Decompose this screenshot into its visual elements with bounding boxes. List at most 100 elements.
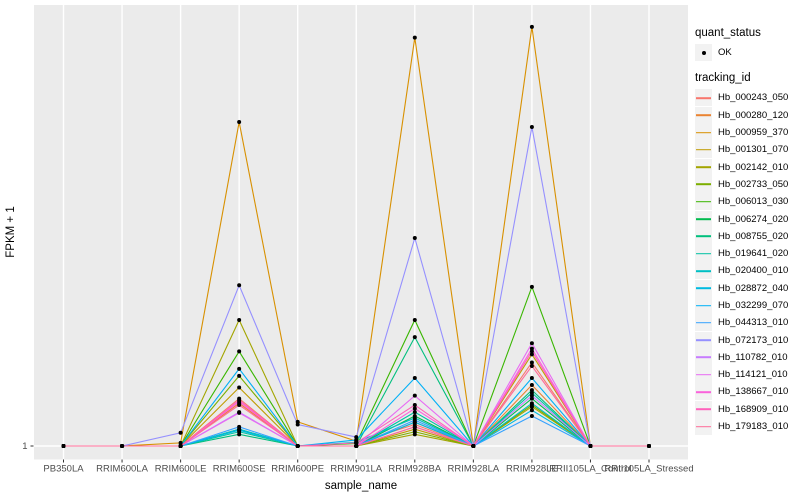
- legend-item-label: Hb_138667_010: [718, 386, 789, 398]
- line-swatch-icon: [696, 149, 711, 151]
- legend-item: Hb_179183_010: [695, 418, 799, 436]
- line-swatch-icon: [696, 166, 711, 168]
- point-marker-icon: [701, 50, 706, 55]
- legend-key-box: [695, 175, 712, 193]
- legend-key-box: [695, 314, 712, 332]
- legend-key-box: [695, 366, 712, 384]
- legend-key-box: [695, 400, 712, 418]
- data-point: [237, 366, 242, 371]
- data-point: [529, 349, 534, 354]
- data-point: [120, 444, 125, 448]
- x-tick-label: RRIM901LA: [330, 464, 382, 475]
- legend-key-box: [695, 297, 712, 314]
- legend-key-box: [695, 348, 712, 366]
- data-point: [237, 398, 242, 403]
- line-swatch-icon: [696, 183, 711, 186]
- x-tick-label: RRIM928LA: [447, 464, 499, 475]
- data-point: [529, 408, 534, 413]
- legend-item: Hb_006013_030: [695, 193, 799, 211]
- legend-item-label: Hb_001301_070: [718, 144, 789, 156]
- x-tick-label: PB350LA: [43, 464, 84, 475]
- legend-key-box: [695, 383, 712, 401]
- data-point: [295, 422, 300, 427]
- line-swatch-icon: [696, 304, 711, 307]
- line-swatch-icon: [696, 373, 711, 376]
- legend-item: Hb_006274_020: [695, 210, 799, 228]
- line-swatch-icon: [696, 425, 711, 428]
- legend-key-box: [695, 262, 712, 280]
- data-point: [237, 424, 242, 429]
- legend-item: Hb_072173_010: [695, 331, 799, 349]
- legend-item-label: OK: [718, 47, 732, 59]
- legend-item: Hb_020400_010: [695, 262, 799, 280]
- data-point: [588, 444, 593, 448]
- data-point: [529, 352, 534, 357]
- data-point: [237, 385, 242, 390]
- data-point: [354, 437, 359, 442]
- line-swatch-icon: [696, 339, 711, 341]
- data-point: [412, 406, 417, 411]
- legend-tracking-list: Hb_000243_050 Hb_000280_120 Hb_000959_370 H…: [695, 89, 799, 436]
- line-swatch-icon: [696, 200, 711, 203]
- data-point: [412, 403, 417, 408]
- legend-item-label: Hb_008755_020: [718, 230, 789, 242]
- legend-item-label: Hb_000959_370: [718, 127, 789, 139]
- legend-item: Hb_044313_010: [695, 314, 799, 332]
- x-tick-label: RRIM600LA: [96, 464, 148, 475]
- x-tick-label: RRIM928LE: [506, 464, 558, 475]
- legend-item: Hb_138667_010: [695, 383, 799, 401]
- data-point: [178, 440, 183, 445]
- legend-key-box: [695, 331, 712, 349]
- legend-item-label: Hb_110782_010: [718, 351, 788, 363]
- legend-item: Hb_000280_120: [695, 106, 799, 124]
- data-point: [178, 444, 183, 448]
- data-point: [412, 429, 417, 434]
- legend-item-label: Hb_168909_010: [718, 403, 789, 415]
- data-point: [237, 119, 242, 124]
- legend-key-box: [695, 193, 712, 211]
- data-point: [237, 349, 242, 354]
- legend-key-box: [695, 158, 712, 176]
- x-tick-label: RRIM928BA: [388, 464, 441, 475]
- data-point: [647, 444, 651, 448]
- data-point: [412, 418, 417, 423]
- legend-item-label: Hb_000280_120: [718, 109, 789, 121]
- data-point: [354, 435, 359, 440]
- data-point: [354, 444, 359, 448]
- line-swatch-icon: [696, 114, 711, 117]
- data-point: [529, 24, 534, 29]
- data-point: [529, 382, 534, 387]
- data-point: [237, 410, 242, 415]
- data-point: [412, 424, 417, 429]
- legend-title-tracking-id: tracking_id: [695, 72, 751, 85]
- legend-item-ok: OK: [695, 44, 799, 62]
- line-swatch-icon: [696, 391, 711, 393]
- data-point: [412, 393, 417, 398]
- data-point: [529, 124, 534, 129]
- legend-item: Hb_110782_010: [695, 348, 799, 366]
- data-point: [529, 376, 534, 381]
- data-point: [529, 393, 534, 398]
- data-point: [529, 396, 534, 401]
- legend-item: Hb_114121_010: [695, 366, 799, 384]
- data-point: [529, 364, 534, 369]
- legend-item-label: Hb_032299_070: [718, 300, 789, 311]
- data-point: [529, 341, 534, 346]
- legend-item-label: Hb_028872_040: [718, 282, 789, 294]
- data-point: [412, 335, 417, 340]
- data-point: [61, 444, 66, 448]
- legend-title-quant-status: quant_status: [695, 27, 761, 39]
- line-swatch-icon: [696, 270, 711, 272]
- legend-key-box: [695, 279, 712, 297]
- legend-item-label: Hb_072173_010: [718, 334, 789, 346]
- data-point: [295, 444, 300, 448]
- legend-item-label: Hb_020400_010: [718, 265, 789, 277]
- data-point: [412, 35, 417, 40]
- legend-item-label: Hb_006013_030: [718, 196, 789, 208]
- legend-key-box: [695, 141, 712, 159]
- data-point: [237, 403, 242, 408]
- data-point: [237, 428, 242, 433]
- legend-item: Hb_019641_020: [695, 245, 799, 263]
